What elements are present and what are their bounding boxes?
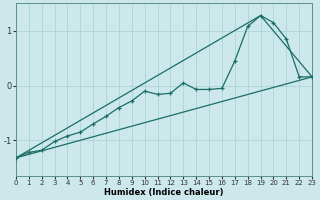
X-axis label: Humidex (Indice chaleur): Humidex (Indice chaleur) [104,188,224,197]
